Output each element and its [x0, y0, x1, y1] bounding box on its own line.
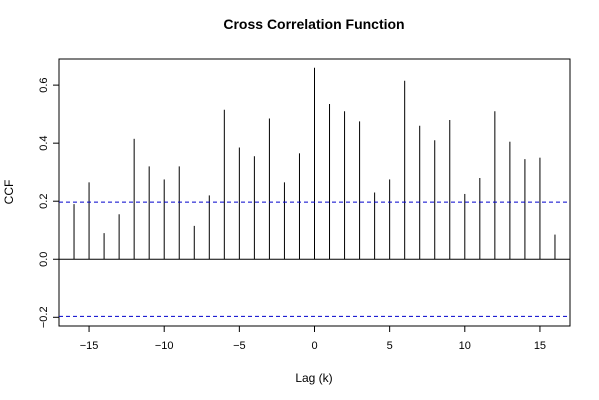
- x-tick-label: 10: [459, 340, 471, 352]
- ccf-spikes: [73, 67, 556, 260]
- y-axis: −0.2 0.0 0.2 0.4 0.6: [38, 77, 59, 328]
- x-tick-label: 0: [311, 340, 317, 352]
- x-tick-label: 5: [387, 340, 393, 352]
- reference-lines: [59, 201, 570, 317]
- y-tick-label: −0.2: [38, 306, 50, 328]
- x-axis: −15 −10 −5 0 5 10 15: [80, 326, 546, 352]
- chart-title: Cross Correlation Function: [223, 16, 404, 32]
- x-tick-label: −10: [155, 340, 174, 352]
- x-tick-label: −5: [233, 340, 246, 352]
- x-tick-label: −15: [80, 340, 99, 352]
- y-tick-label: 0.4: [38, 136, 50, 151]
- y-axis-label: CCF: [2, 180, 16, 205]
- y-tick-label: 0.6: [38, 77, 50, 92]
- y-tick-label: 0.0: [38, 252, 50, 267]
- x-axis-label: Lag (k): [295, 371, 332, 385]
- x-tick-label: 15: [534, 340, 546, 352]
- y-tick-label: 0.2: [38, 194, 50, 209]
